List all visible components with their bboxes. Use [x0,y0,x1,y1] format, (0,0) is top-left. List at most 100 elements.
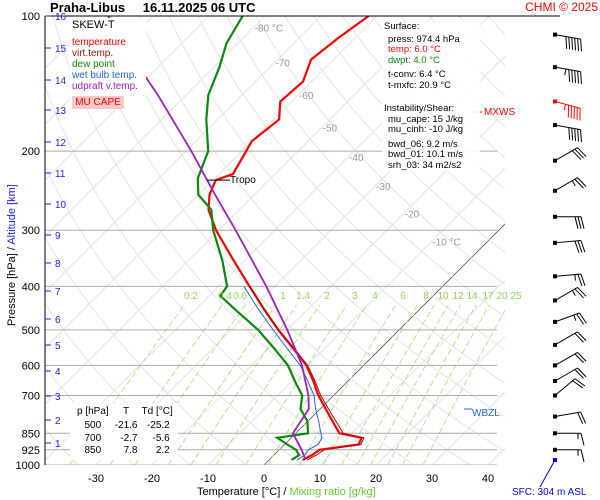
barb-feather [568,69,571,82]
barb-feather [568,36,571,50]
altitude-tick-label: 8 [55,259,61,270]
barb-dot [553,363,557,368]
barb-feather [577,274,583,287]
barb-feather [577,331,587,342]
bwd-01: bwd_01: 10.1 m/s [388,149,463,160]
barb-dot [553,123,557,128]
wind-barb [553,177,587,193]
legend-wet-bulb: wet bulb temp. [72,70,138,81]
mixing-ratio-label: 14 [466,291,478,302]
temperature-tick-label: 40 [482,473,494,485]
mixing-ratio-label: 20 [496,291,508,302]
table-row: 700 -2.7 -5.6 [72,433,176,446]
table-cell: 850 [84,445,102,456]
table-row: 850 7.8 2.2 [72,445,176,458]
mixing-ratio-label: 0.2 [184,291,198,302]
mu-cape-label: MU CAPE [72,96,124,109]
legend: SKEW-T temperature virt.temp. dew point … [70,18,146,109]
surface-panel: Surface: press: 974.4 hPa temp: 6.0 °C d… [382,21,480,171]
sfc-dot [553,458,557,462]
barb-dot [553,32,557,37]
x-axis-label: Temperature [°C] / Mixing ratio [g/kg] [197,486,376,498]
barb-dot [553,319,557,324]
barb-feather [577,412,584,425]
barb-feather [572,380,583,389]
table-cell: -25.2 [146,420,170,431]
barb-dot [553,274,557,279]
barb-staff [554,312,580,323]
isotherm-line [45,16,378,349]
altitude-tick-label: 16 [55,12,67,23]
pressure-tick-label: 200 [22,146,40,158]
barb-half-feather [564,68,567,76]
srh-03: srh_03: 34 m2/s2 [388,159,462,171]
shear-title: Instability/Shear: [384,103,455,114]
table-cell: -5.6 [152,432,170,444]
isotherm-line [45,16,322,293]
y-axis-sep: / [6,247,18,251]
barb-staff [554,331,578,346]
barb-feather [580,39,582,52]
barb-feather [574,378,586,387]
barb-dot [553,65,557,70]
barb-feather [580,129,582,143]
level-table: p [hPa] T Td [°C] 500 -21.6 -25.2 700 -2.7 -5.… [70,403,178,460]
mixing-ratio-label: 1.4 [296,291,310,302]
barb-staff [554,411,581,418]
altitude-tick-label: 12 [55,138,67,149]
wind-barb [553,351,587,368]
legend-temperature: temperature [72,37,126,48]
y-axis-altitude: Altitude [km] [6,184,18,245]
isotherm-line [319,279,505,465]
barb-staff [554,34,581,40]
mixing-ratio-line [299,304,397,465]
wbzl-label: WBZL [472,408,500,419]
barb-staff [554,351,578,366]
dry-adiabat [284,16,505,253]
mixing-ratio-line [245,304,348,465]
isotherm-label: -50 [323,123,338,134]
mixing-ratio-label: 1 [280,291,286,302]
legend-title: SKEW-T [72,19,115,31]
table-header-t: T [123,406,130,418]
table-header-p: p [hPa] [77,406,109,418]
wind-barb [553,431,585,446]
dry-adiabat [255,16,505,286]
isotherm-line [45,16,434,405]
level-table-grid: p [hPa] T Td [°C] 500 -21.6 -25.2 700 -2.7 -5.… [72,405,176,458]
barb-staff [554,66,581,73]
barb-staff [554,177,578,192]
barb-half-feather [571,290,576,296]
mixing-ratio-label: 0.4 [218,291,232,302]
isotherm-line [207,167,505,465]
pressure-tick-label: 1000 [16,460,40,472]
barb-dot [553,298,557,303]
barb-feather [579,312,587,324]
y-axis-label: Pressure [hPa] / Altitude [km] [6,184,18,326]
trace-udpraft-v-temp- [107,16,310,461]
wind-barb [553,273,586,287]
barb-feather [574,369,584,379]
pressure-tick-label: 400 [22,281,40,293]
altitude-tick-label: 2 [55,416,61,427]
pressure-tick-label: 700 [22,390,40,402]
isotherm-line [151,111,505,465]
pressure-tick-label: 850 [22,428,40,440]
mixing-ratio-label: 25 [510,291,522,302]
bwd-06: bwd_06: 9.2 m/s [388,138,458,150]
barb-dot [553,431,557,436]
mxws-label: MXWS [484,107,516,118]
barb-feather [577,71,580,84]
isotherm-line [45,16,266,237]
barb-feather [574,240,580,253]
temperature-tick-label: -30 [88,473,104,485]
barb-feather [580,71,582,85]
surface-temp: temp: 6.0 °C [388,44,441,55]
table-cell: -2.7 [120,432,138,444]
trace-dew-point [196,16,310,461]
barb-staff [554,100,581,109]
wind-barb [553,447,585,462]
wind-barb [553,411,587,425]
barb-feather [580,273,586,286]
barb-feather [574,332,584,343]
